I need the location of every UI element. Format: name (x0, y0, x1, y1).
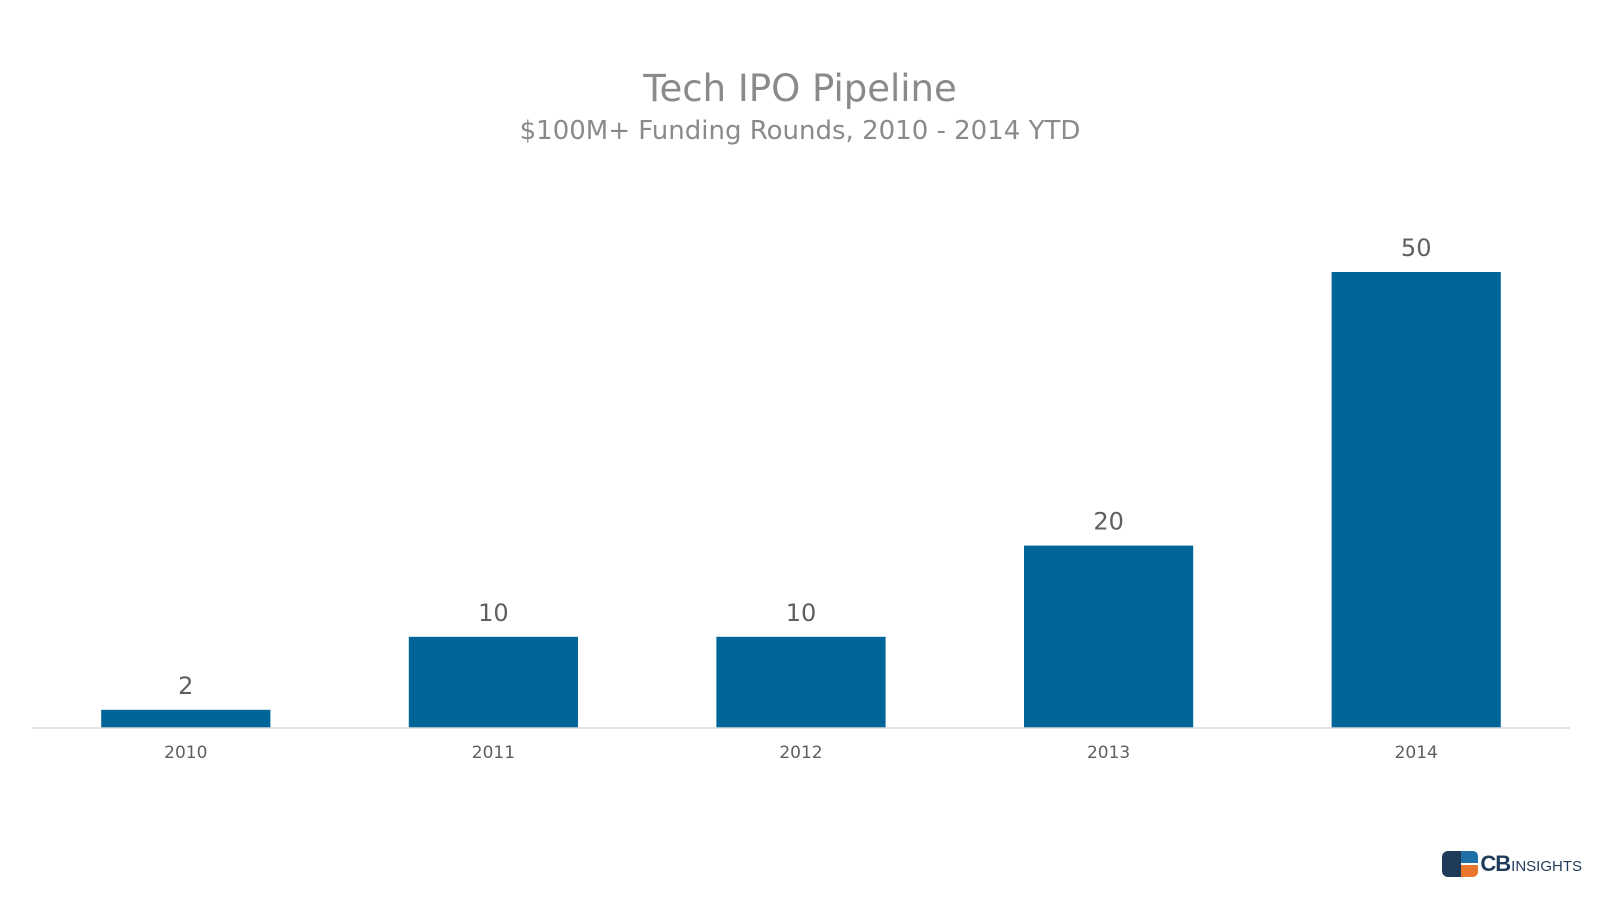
x-tick-label-2010: 2010 (164, 743, 207, 763)
cb-insights-logo-mark-icon (1442, 851, 1479, 877)
bar-2013 (1024, 545, 1194, 728)
chart-title: Tech IPO Pipeline (643, 67, 957, 110)
cb-insights-logo: CB INSIGHTS (1442, 851, 1582, 877)
x-tick-label-2014: 2014 (1395, 743, 1438, 763)
x-tick-label-2013: 2013 (1087, 743, 1130, 763)
bar-2012 (716, 636, 886, 728)
labels-layer: 2 2010 10 2011 10 2012 20 2013 50 2014 (164, 234, 1438, 763)
data-label-2011: 10 (478, 599, 509, 627)
bars-layer (101, 272, 1501, 728)
bar-2011 (408, 636, 578, 728)
logo-text-secondary: INSIGHTS (1511, 857, 1582, 875)
data-label-2013: 20 (1093, 508, 1124, 536)
data-label-2012: 10 (786, 599, 817, 627)
x-tick-label-2011: 2011 (472, 743, 515, 763)
x-tick-label-2012: 2012 (779, 743, 822, 763)
bar-2010 (101, 709, 271, 728)
data-label-2014: 50 (1401, 234, 1432, 262)
logo-text-primary: CB (1480, 851, 1511, 876)
chart-subtitle: $100M+ Funding Rounds, 2010 - 2014 YTD (519, 116, 1081, 146)
data-label-2010: 2 (178, 672, 193, 700)
bar-2014 (1331, 272, 1501, 728)
